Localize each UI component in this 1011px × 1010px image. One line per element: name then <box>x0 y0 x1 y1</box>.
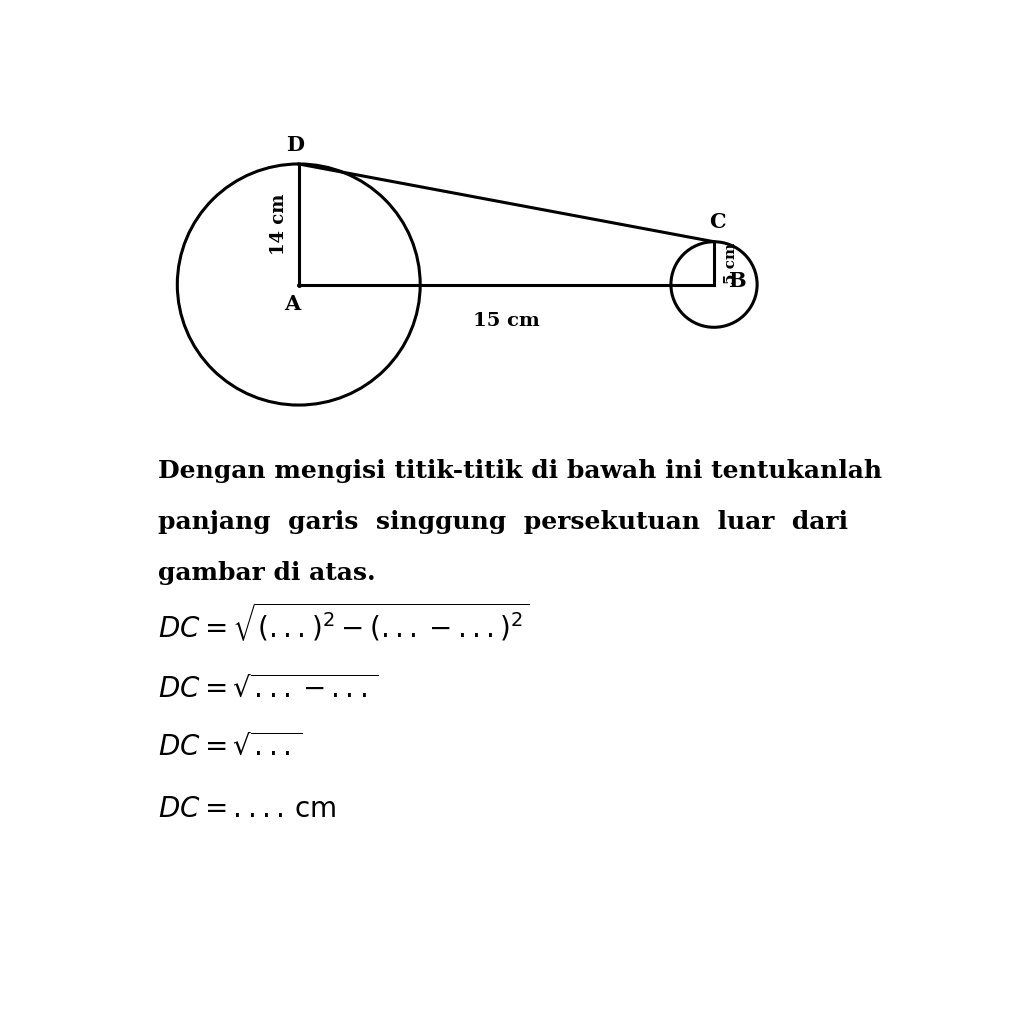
Text: panjang  garis  singgung  persekutuan  luar  dari: panjang garis singgung persekutuan luar … <box>158 510 847 534</box>
Text: C: C <box>710 212 726 232</box>
Text: B: B <box>728 271 746 291</box>
Text: 5 cm: 5 cm <box>724 242 738 284</box>
Text: 14 cm: 14 cm <box>270 194 288 255</box>
Text: gambar di atas.: gambar di atas. <box>158 561 375 585</box>
Text: $DC = \sqrt{...}$: $DC = \sqrt{...}$ <box>158 733 302 762</box>
Text: $DC = \sqrt{(...)^2 - (...-...)^2}$: $DC = \sqrt{(...)^2 - (...-...)^2}$ <box>158 601 529 644</box>
Text: A: A <box>284 294 300 314</box>
Text: Dengan mengisi titik-titik di bawah ini tentukanlah: Dengan mengisi titik-titik di bawah ini … <box>158 460 882 484</box>
Text: $DC = ....\,\mathrm{cm}$: $DC = ....\,\mathrm{cm}$ <box>158 796 336 823</box>
Text: $DC = \sqrt{...-...}$: $DC = \sqrt{...-...}$ <box>158 675 378 703</box>
Text: 15 cm: 15 cm <box>473 312 540 329</box>
Text: D: D <box>286 134 304 155</box>
